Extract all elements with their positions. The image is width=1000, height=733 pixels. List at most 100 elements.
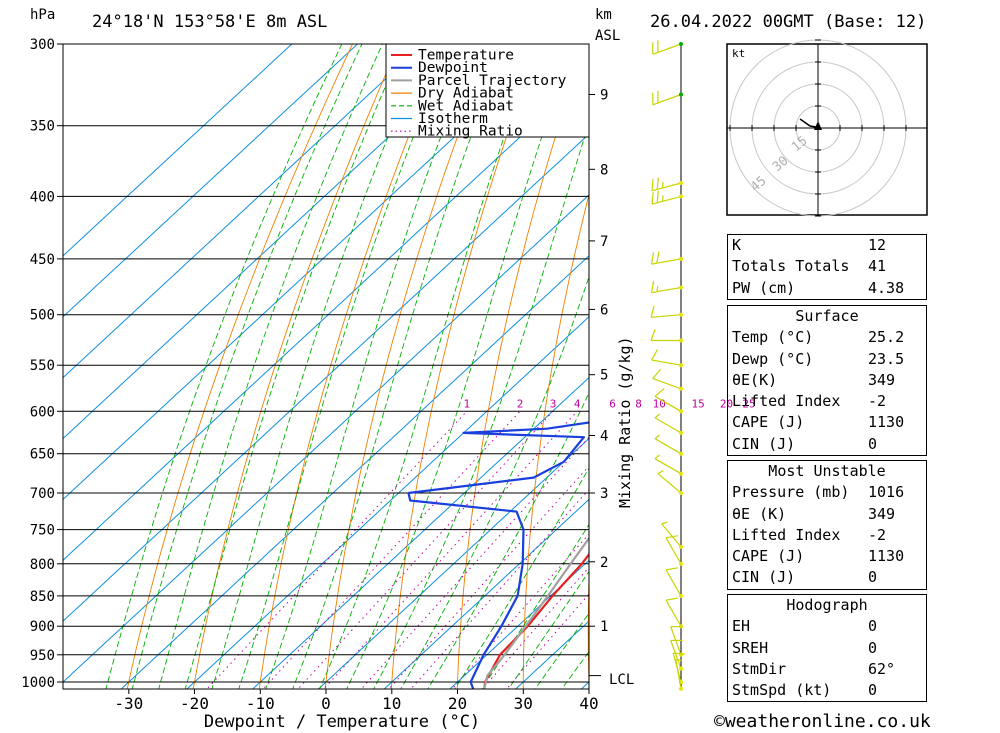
pressure-tick-label: 900 xyxy=(30,619,55,635)
wind-barb xyxy=(654,413,683,435)
hodograph-unit: kt xyxy=(732,47,745,60)
wind-barb-feather xyxy=(650,305,655,318)
wind-barb-feather xyxy=(654,388,665,397)
dewpoint-line xyxy=(407,421,589,689)
wind-barb-staff xyxy=(657,473,682,494)
most-unstable-label: CAPE (J) xyxy=(732,547,805,566)
mixing-ratio-value-label: 4 xyxy=(574,397,581,410)
hodograph-stats-title: Hodograph xyxy=(786,596,868,614)
index-label: Totals Totals xyxy=(732,257,850,276)
pressure-tick-label: 800 xyxy=(30,557,55,573)
wind-barb-staff xyxy=(652,93,682,106)
pressure-tick-label: 350 xyxy=(30,119,55,135)
mixing-ratio-value-label: 25 xyxy=(742,397,755,410)
pressure-tick-label: 750 xyxy=(30,523,55,539)
dry-adiabat-line xyxy=(192,44,400,689)
storm-motion-icon xyxy=(814,121,822,130)
x-axis-label: Dewpoint / Temperature (°C) xyxy=(204,712,480,732)
mixing-ratio-axis-label: Mixing Ratio (g/kg) xyxy=(616,336,634,508)
mixing-ratio-labels: 1 2 3 4 6 8 10 15 20 25 xyxy=(463,397,755,410)
hodograph-stat-value: 0 xyxy=(868,638,878,657)
dry-adiabat-line xyxy=(992,7,1000,708)
dry-adiabat-line xyxy=(587,565,589,689)
copyright-icon: © xyxy=(714,711,725,732)
isotherm-line xyxy=(514,620,589,689)
wind-barb xyxy=(657,470,683,495)
index-row: PW (cm) 4.38 xyxy=(728,278,926,299)
wind-barb-staff xyxy=(654,458,682,475)
most-unstable-title: Most Unstable xyxy=(768,462,886,480)
wind-barb-staff xyxy=(651,195,682,205)
footer-site[interactable]: weatheronline.co.uk xyxy=(724,711,931,732)
wind-barb-staff xyxy=(665,537,682,565)
most-unstable-value: 1016 xyxy=(868,483,905,502)
background-lines xyxy=(63,7,1000,708)
footer: ©weatheronline.co.uk xyxy=(714,711,931,732)
mixing-ratio-line xyxy=(388,465,589,689)
wind-barb-feather xyxy=(661,195,664,202)
wind-barb-staff xyxy=(654,438,682,455)
wind-barb-dot xyxy=(679,451,683,456)
wind-barb-dot xyxy=(679,285,683,290)
height-tick-label: 6 xyxy=(600,302,608,318)
wind-barb-staff xyxy=(665,599,682,627)
height-tick-label: 1 xyxy=(600,619,608,635)
index-row: K 12 xyxy=(728,235,926,256)
pressure-tick-label: 1000 xyxy=(21,675,55,691)
legend-label: Wet Adiabat xyxy=(418,98,514,114)
wind-barb-feather xyxy=(673,652,686,655)
surface-value: 0 xyxy=(868,434,878,453)
temperature-tick-label: 30 xyxy=(514,694,533,713)
pressure-axis: 300 350 400 450 500 550 600 650 700 750 800 850 900 9… xyxy=(21,37,63,691)
most-unstable-value: 349 xyxy=(868,504,896,523)
wet-adiabat-line xyxy=(373,121,589,689)
pressure-tick-label: 600 xyxy=(30,404,55,420)
hodograph-stat-row: EH 0 xyxy=(728,616,926,637)
pressure-tick-label: 850 xyxy=(30,589,55,605)
wind-barb-staff xyxy=(654,395,682,412)
wet-adiabat-line xyxy=(400,275,589,689)
temperature-tick-label: 0 xyxy=(321,694,331,713)
wind-barb-feather xyxy=(656,190,659,203)
wind-barb-dot xyxy=(679,593,683,598)
surface-table: Surface Temp (°C) 25.2 Dewp (°C) 23.5 θE(K) 3… xyxy=(727,305,927,457)
surface-label: CAPE (J) xyxy=(732,413,805,432)
surface-value: 23.5 xyxy=(868,349,905,368)
most-unstable-label: CIN (J) xyxy=(732,568,796,587)
isotherm-line xyxy=(449,559,589,689)
wind-barb-dot xyxy=(679,471,683,476)
isotherm-line xyxy=(186,316,589,689)
wind-barb xyxy=(651,177,683,192)
hodograph-stat-label: SREH xyxy=(732,638,769,657)
temperature-tick-label: 40 xyxy=(579,694,598,713)
height-tick-label: 3 xyxy=(600,486,608,502)
wind-barb-dot xyxy=(679,666,683,671)
wind-barb xyxy=(652,40,683,55)
most-unstable-table: Most Unstable Pressure (mb) 1016 θE (K) 349… xyxy=(727,460,927,590)
surface-value: 25.2 xyxy=(868,328,905,347)
wind-barb xyxy=(650,329,683,343)
dry-adiabat-line xyxy=(651,7,735,708)
surface-label: θE(K) xyxy=(732,370,778,389)
mixing-ratio-value-label: 3 xyxy=(550,397,557,410)
wind-barb xyxy=(654,434,683,456)
km-unit-label: km xyxy=(595,7,612,23)
wind-barb-feather xyxy=(665,597,678,601)
legend-label: Dry Adiabat xyxy=(418,86,514,102)
profile-lines xyxy=(407,421,589,689)
height-axis: 1 2 3 4 5 6 7 8 9 xyxy=(589,88,608,677)
wind-barb-feather xyxy=(650,280,655,293)
lcl-label: LCL xyxy=(609,672,634,688)
indices-table: K 12 Totals Totals 41 PW (cm) 4.38 xyxy=(727,234,927,300)
wind-barb-feather xyxy=(665,535,678,539)
legend-box xyxy=(385,43,590,138)
index-value: 12 xyxy=(868,236,887,254)
wind-barb-feather xyxy=(651,192,654,205)
wind-barb-feather xyxy=(657,470,664,475)
wind-barb-dot xyxy=(679,312,683,317)
wind-barb xyxy=(652,90,683,106)
mixing-ratio-line xyxy=(410,488,589,689)
height-tick-label: 9 xyxy=(600,88,608,104)
wind-barb-dot xyxy=(679,181,683,185)
